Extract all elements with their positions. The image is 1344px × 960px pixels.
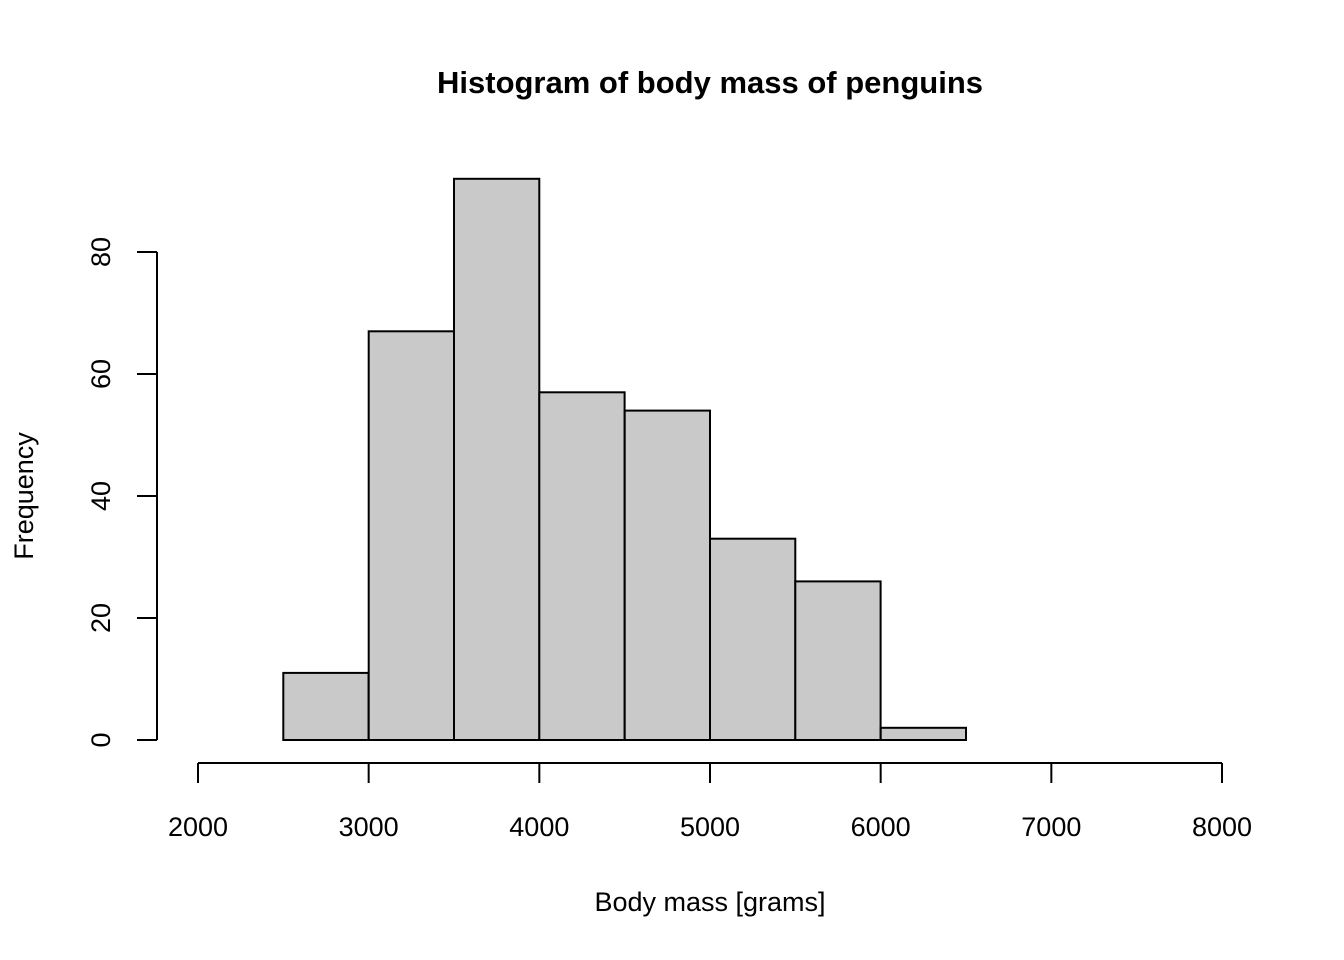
x-axis-title: Body mass [grams] <box>594 887 825 917</box>
y-tick-label: 60 <box>86 359 116 389</box>
x-tick-label: 4000 <box>509 812 569 842</box>
histogram-bar <box>623 409 712 741</box>
y-tick-label: 40 <box>86 481 116 511</box>
histogram-bar <box>709 537 797 742</box>
histogram-bar <box>879 726 968 741</box>
histogram-bars <box>282 177 968 742</box>
x-tick-label: 7000 <box>1021 812 1081 842</box>
y-axis: 0 20 40 60 80 <box>86 237 158 748</box>
x-axis: 2000 3000 4000 5000 6000 7000 8000 <box>168 762 1252 842</box>
y-tick-label: 0 <box>86 732 116 747</box>
histogram-bar <box>453 177 541 742</box>
x-tick-label: 8000 <box>1192 812 1252 842</box>
histogram-bar <box>282 671 370 742</box>
x-tick-label: 6000 <box>851 812 911 842</box>
x-tick-label: 2000 <box>168 812 228 842</box>
y-tick-label: 20 <box>86 603 116 633</box>
histogram-bar <box>538 391 626 741</box>
x-tick-label: 5000 <box>680 812 740 842</box>
chart-title: Histogram of body mass of penguins <box>437 65 983 100</box>
y-tick-label: 80 <box>86 237 116 267</box>
x-tick-label: 3000 <box>339 812 399 842</box>
histogram-bar <box>367 330 456 741</box>
histogram-bar <box>794 580 882 742</box>
y-axis-title: Frequency <box>9 432 39 560</box>
